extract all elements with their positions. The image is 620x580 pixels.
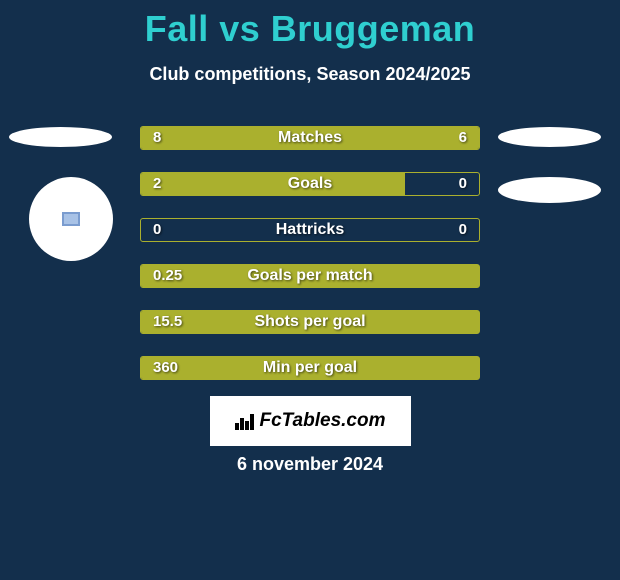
logo-bars-icon xyxy=(235,412,255,430)
stat-row: 86Matches xyxy=(140,126,480,150)
page-title: Fall vs Bruggeman xyxy=(0,0,620,50)
stat-label: Goals per match xyxy=(141,265,479,287)
stats-bars: 86Matches 20Goals 00Hattricks 0.25Goals per… xyxy=(140,126,480,402)
stat-row: 360Min per goal xyxy=(140,356,480,380)
player-ellipse xyxy=(498,177,601,203)
stat-label: Matches xyxy=(141,127,479,149)
stat-row: 20Goals xyxy=(140,172,480,196)
stat-row: 0.25Goals per match xyxy=(140,264,480,288)
logo-text: FcTables.com xyxy=(259,410,385,432)
player-ellipse xyxy=(9,127,112,147)
stat-row: 15.5Shots per goal xyxy=(140,310,480,334)
stat-label: Shots per goal xyxy=(141,311,479,333)
date-text: 6 november 2024 xyxy=(0,454,620,475)
stat-label: Hattricks xyxy=(141,219,479,241)
stat-label: Min per goal xyxy=(141,357,479,379)
stat-row: 00Hattricks xyxy=(140,218,480,242)
stat-label: Goals xyxy=(141,173,479,195)
badge-icon xyxy=(62,212,80,226)
player-ellipse xyxy=(498,127,601,147)
fctables-logo: FcTables.com xyxy=(210,396,411,446)
subtitle: Club competitions, Season 2024/2025 xyxy=(0,64,620,85)
player-badge xyxy=(29,177,113,261)
